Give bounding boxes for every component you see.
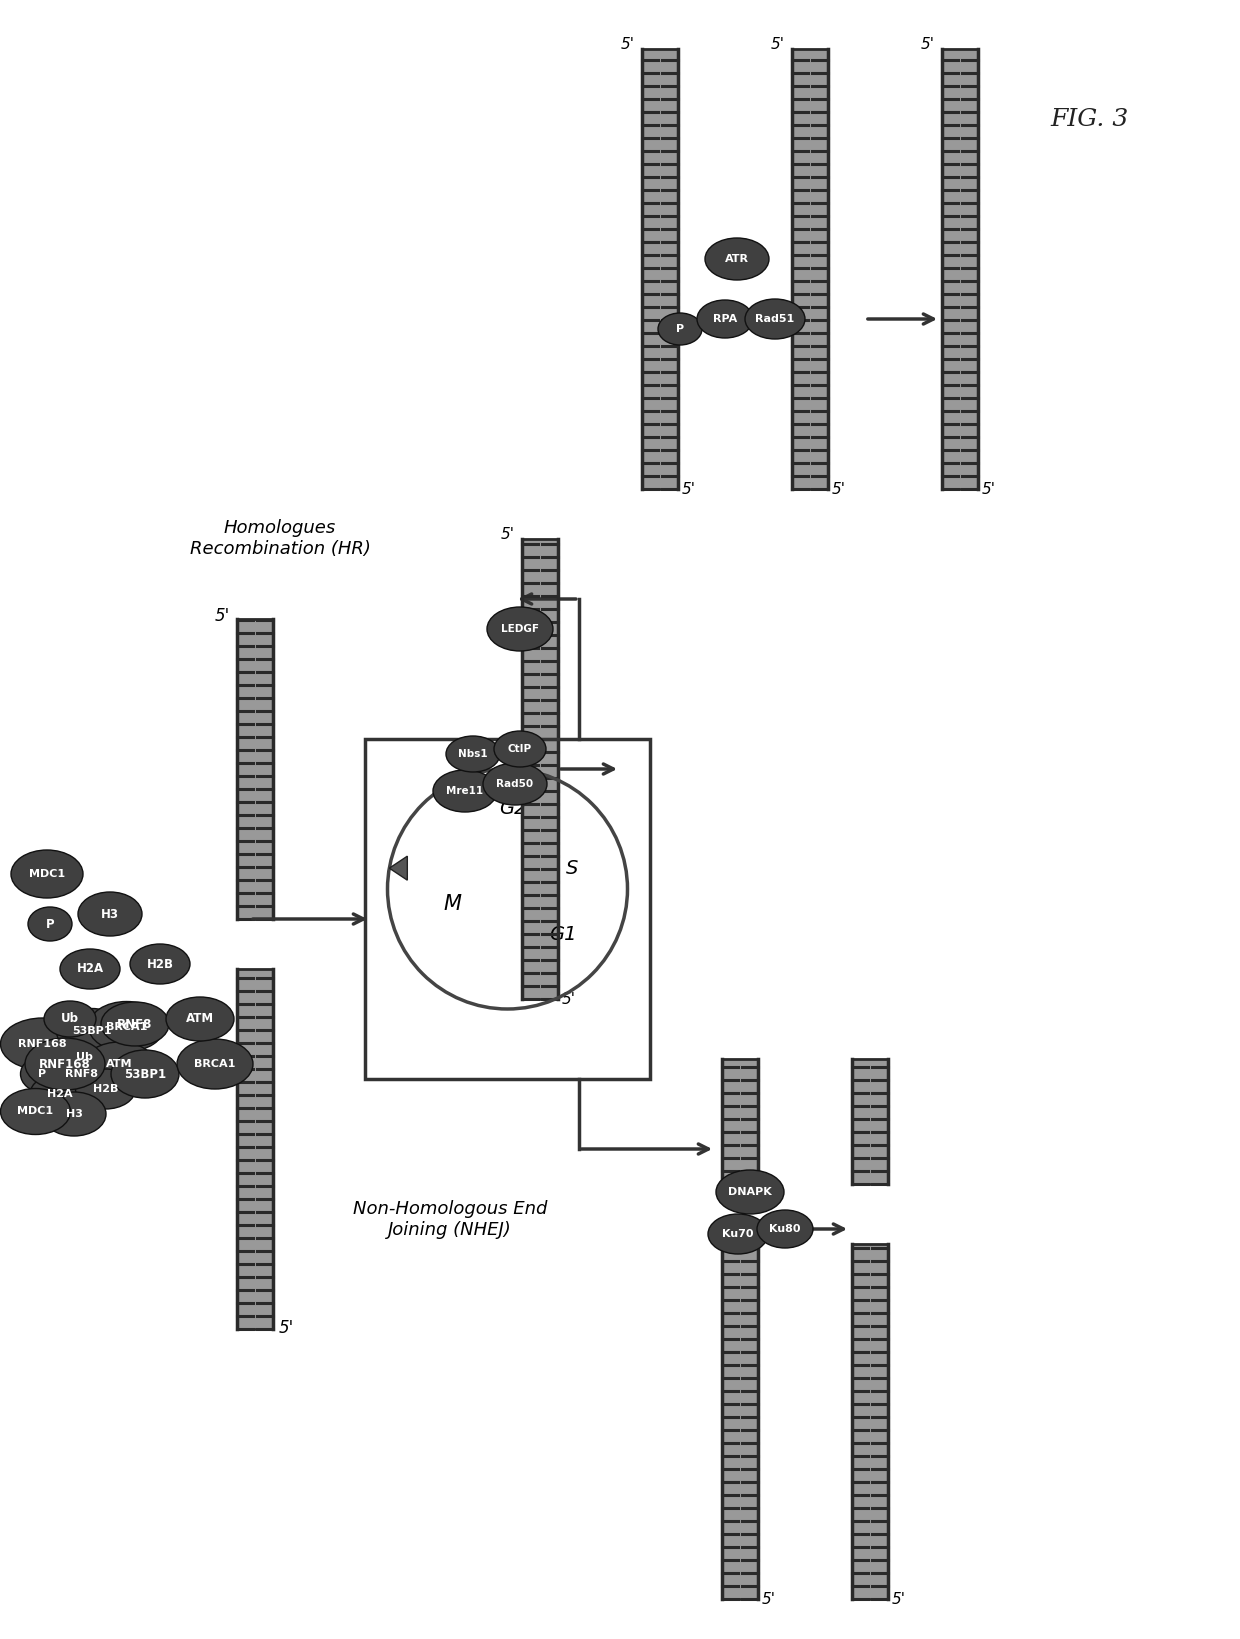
Ellipse shape <box>0 1018 84 1070</box>
Ellipse shape <box>487 606 553 651</box>
Bar <box>852 1059 888 1183</box>
Ellipse shape <box>715 1170 784 1214</box>
Text: H2B: H2B <box>93 1083 118 1093</box>
Ellipse shape <box>706 238 769 280</box>
Text: H2A: H2A <box>47 1088 73 1100</box>
Text: DNAPK: DNAPK <box>728 1187 771 1196</box>
Bar <box>237 620 273 919</box>
Ellipse shape <box>0 1088 71 1134</box>
Text: RNF8: RNF8 <box>64 1069 98 1078</box>
Ellipse shape <box>60 949 120 988</box>
Ellipse shape <box>130 944 190 983</box>
Text: RNF8: RNF8 <box>118 1018 153 1031</box>
Text: 5': 5' <box>763 1591 776 1606</box>
Ellipse shape <box>57 1008 126 1054</box>
Ellipse shape <box>42 1092 105 1136</box>
Bar <box>792 49 828 488</box>
Ellipse shape <box>84 1042 155 1087</box>
Ellipse shape <box>25 1037 105 1090</box>
Ellipse shape <box>11 851 83 898</box>
Text: ATM: ATM <box>186 1013 215 1026</box>
Bar <box>942 49 978 488</box>
Text: Ku80: Ku80 <box>769 1224 801 1234</box>
Text: 5': 5' <box>215 606 229 624</box>
Text: 5': 5' <box>562 992 577 1006</box>
Text: RNF168: RNF168 <box>40 1057 91 1070</box>
Text: 5': 5' <box>501 528 515 543</box>
Text: 5': 5' <box>682 482 696 497</box>
Text: Rad51: Rad51 <box>755 315 795 325</box>
Bar <box>722 1059 758 1183</box>
Text: 5': 5' <box>621 38 635 52</box>
Text: Homologues
Recombination (HR): Homologues Recombination (HR) <box>190 520 371 557</box>
Text: P: P <box>46 918 55 931</box>
Ellipse shape <box>43 1001 95 1037</box>
Bar <box>852 1244 888 1600</box>
Text: MDC1: MDC1 <box>17 1106 53 1116</box>
Bar <box>522 539 558 1000</box>
Text: 5': 5' <box>771 38 785 52</box>
Text: RPA: RPA <box>713 315 737 325</box>
Bar <box>722 1244 758 1600</box>
Text: 5': 5' <box>982 482 996 497</box>
Ellipse shape <box>446 736 500 772</box>
Text: H2B: H2B <box>146 957 174 970</box>
Ellipse shape <box>697 300 753 338</box>
Ellipse shape <box>494 731 546 767</box>
Ellipse shape <box>177 1039 253 1088</box>
Text: LEDGF: LEDGF <box>501 624 539 634</box>
Text: H3: H3 <box>100 908 119 921</box>
Text: P: P <box>676 325 684 334</box>
Ellipse shape <box>29 906 72 941</box>
Text: FIG. 3: FIG. 3 <box>1050 108 1130 131</box>
Text: ATM: ATM <box>107 1059 133 1069</box>
Text: G2: G2 <box>498 800 526 818</box>
Text: S: S <box>567 859 579 879</box>
Bar <box>237 969 273 1329</box>
Text: 5': 5' <box>832 482 846 497</box>
Text: H3: H3 <box>66 1110 82 1119</box>
Ellipse shape <box>88 1001 165 1052</box>
Bar <box>365 739 650 1078</box>
Text: P: P <box>38 1069 47 1078</box>
Ellipse shape <box>484 764 547 805</box>
Text: Ub: Ub <box>61 1013 79 1026</box>
Text: 5': 5' <box>892 1591 906 1606</box>
Text: 53BP1: 53BP1 <box>72 1026 112 1036</box>
Text: Ku70: Ku70 <box>722 1229 754 1239</box>
Ellipse shape <box>745 298 805 339</box>
Text: BRCA1: BRCA1 <box>195 1059 236 1069</box>
Ellipse shape <box>112 1051 179 1098</box>
Polygon shape <box>389 856 407 880</box>
Bar <box>642 49 678 488</box>
Ellipse shape <box>433 770 497 811</box>
Ellipse shape <box>46 1052 117 1096</box>
Ellipse shape <box>76 1069 135 1110</box>
Text: 53BP1: 53BP1 <box>124 1067 166 1080</box>
Text: 5': 5' <box>279 1319 294 1337</box>
Ellipse shape <box>756 1210 813 1247</box>
Ellipse shape <box>708 1214 768 1254</box>
Ellipse shape <box>57 1036 113 1077</box>
Text: M: M <box>444 893 461 915</box>
Text: Ub: Ub <box>76 1052 93 1062</box>
Ellipse shape <box>30 1074 91 1115</box>
Text: Rad50: Rad50 <box>496 779 533 788</box>
Text: CtIP: CtIP <box>508 744 532 754</box>
Ellipse shape <box>21 1056 64 1092</box>
Text: 5': 5' <box>921 38 935 52</box>
Text: BRCA1: BRCA1 <box>105 1021 148 1031</box>
Text: MDC1: MDC1 <box>29 869 64 879</box>
Ellipse shape <box>78 892 143 936</box>
Ellipse shape <box>100 1001 169 1046</box>
Text: ATR: ATR <box>725 254 749 264</box>
Text: H2A: H2A <box>77 962 104 975</box>
Ellipse shape <box>658 313 702 344</box>
Text: Mre11: Mre11 <box>446 787 484 797</box>
Text: Nbs1: Nbs1 <box>459 749 487 759</box>
Text: G1: G1 <box>549 924 577 944</box>
Text: Non-Homologous End
Joining (NHEJ): Non-Homologous End Joining (NHEJ) <box>353 1200 547 1239</box>
Text: RNF168: RNF168 <box>19 1039 67 1049</box>
Ellipse shape <box>166 997 234 1041</box>
